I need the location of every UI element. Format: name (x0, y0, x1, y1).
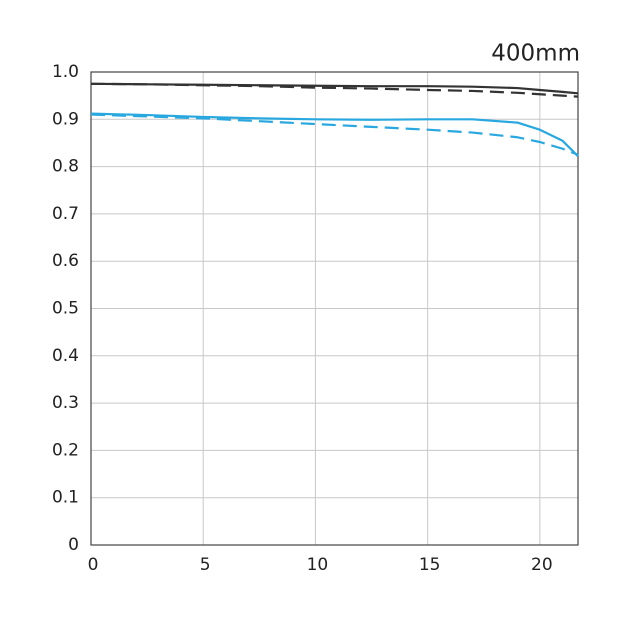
y-tick-label: 0.5 (52, 299, 79, 319)
y-tick-label: 0 (68, 535, 79, 555)
y-tick-label: 0.6 (52, 251, 79, 271)
x-tick-label: 5 (200, 555, 211, 575)
chart-title: 400mm (491, 41, 580, 67)
x-tick-label: 20 (531, 555, 553, 575)
x-tick-label: 0 (88, 555, 99, 575)
y-tick-label: 0.7 (52, 204, 79, 224)
y-tick-label: 1.0 (52, 62, 79, 82)
y-tick-label: 0.9 (52, 109, 79, 129)
x-tick-label: 10 (307, 555, 329, 575)
y-tick-label: 0.3 (52, 393, 79, 413)
y-tick-label: 0.2 (52, 440, 79, 460)
series-line (90, 82, 579, 95)
x-tick-label: 15 (419, 555, 441, 575)
y-tick-label: 0.4 (52, 346, 79, 366)
plot-frame (90, 71, 579, 546)
series-line (90, 82, 579, 98)
series-line (90, 113, 579, 156)
y-tick-label: 0.8 (52, 157, 79, 177)
y-tick-label: 0.1 (52, 488, 79, 508)
series-line (90, 112, 579, 157)
